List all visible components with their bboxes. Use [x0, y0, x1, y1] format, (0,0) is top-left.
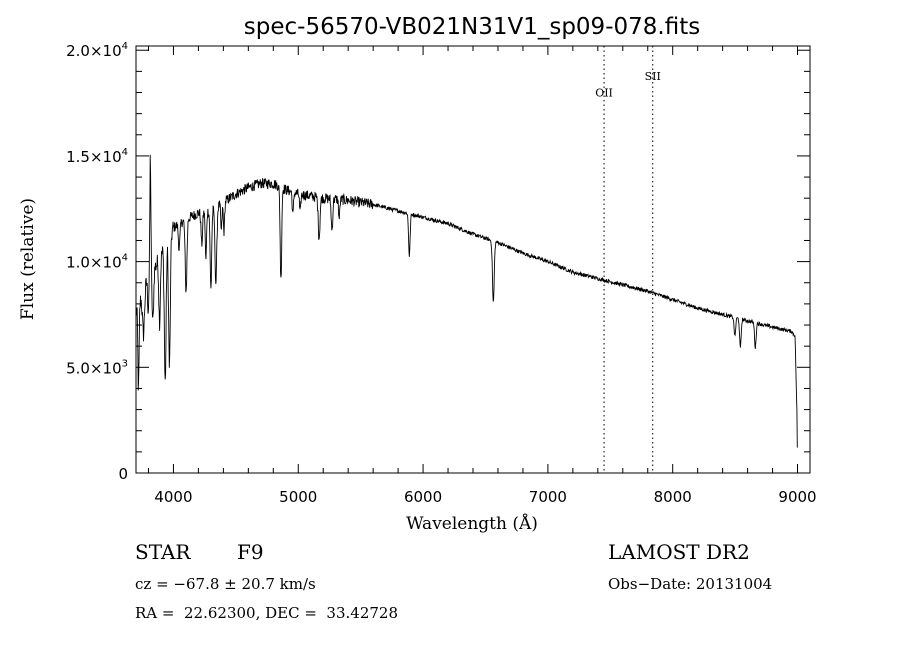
y-tick-mantissa: 1.5×10 — [66, 148, 122, 166]
y-axis-label: Flux (relative) — [18, 198, 38, 320]
emission-line-markers: OII SII — [595, 46, 661, 473]
y-tick-mantissa: 5.0×10 — [66, 359, 122, 377]
y-tick-exponent: 3 — [122, 358, 128, 369]
spectrum-data — [135, 154, 798, 448]
object-type: STAR — [135, 540, 191, 564]
y-tick-label: 0 — [118, 465, 128, 483]
line-label-oii: OII — [595, 87, 613, 100]
y-tick-exponent: 4 — [122, 253, 128, 264]
x-tick-label: 7000 — [529, 488, 567, 506]
axis-ticks: 4000 5000 6000 7000 8000 900005.0×1031.0×1041… — [66, 41, 817, 506]
x-tick-label: 5000 — [279, 488, 317, 506]
y-tick-mantissa: 0 — [118, 465, 128, 483]
x-tick-label: 8000 — [654, 488, 692, 506]
y-tick-mantissa: 1.0×10 — [66, 254, 122, 272]
x-tick-label: 4000 — [154, 488, 192, 506]
survey-name: LAMOST DR2 — [608, 540, 750, 564]
line-label-sii: SII — [645, 70, 661, 83]
y-tick-label: 2.0×104 — [66, 41, 128, 60]
obs-date-text: Obs−Date: 20131004 — [608, 575, 773, 593]
spectral-class: F9 — [237, 540, 264, 564]
coordinates-text: RA = 22.62300, DEC = 33.42728 — [135, 604, 399, 622]
y-tick-exponent: 4 — [122, 147, 128, 158]
y-tick-label: 1.0×104 — [66, 253, 128, 272]
x-axis-label: Wavelength (Å) — [406, 513, 538, 534]
y-tick-label: 5.0×103 — [66, 358, 128, 377]
chart-title: spec-56570-VB021N31V1_sp09-078.fits — [244, 14, 700, 40]
y-tick-label: 1.5×104 — [66, 147, 128, 166]
redshift-text: cz = −67.8 ± 20.7 km/s — [135, 575, 316, 593]
x-tick-label: 9000 — [778, 488, 816, 506]
plot-frame — [135, 45, 811, 474]
x-tick-label: 6000 — [404, 488, 442, 506]
spectrum-line — [135, 154, 798, 448]
y-tick-mantissa: 2.0×10 — [66, 42, 122, 60]
y-tick-exponent: 4 — [122, 41, 128, 52]
